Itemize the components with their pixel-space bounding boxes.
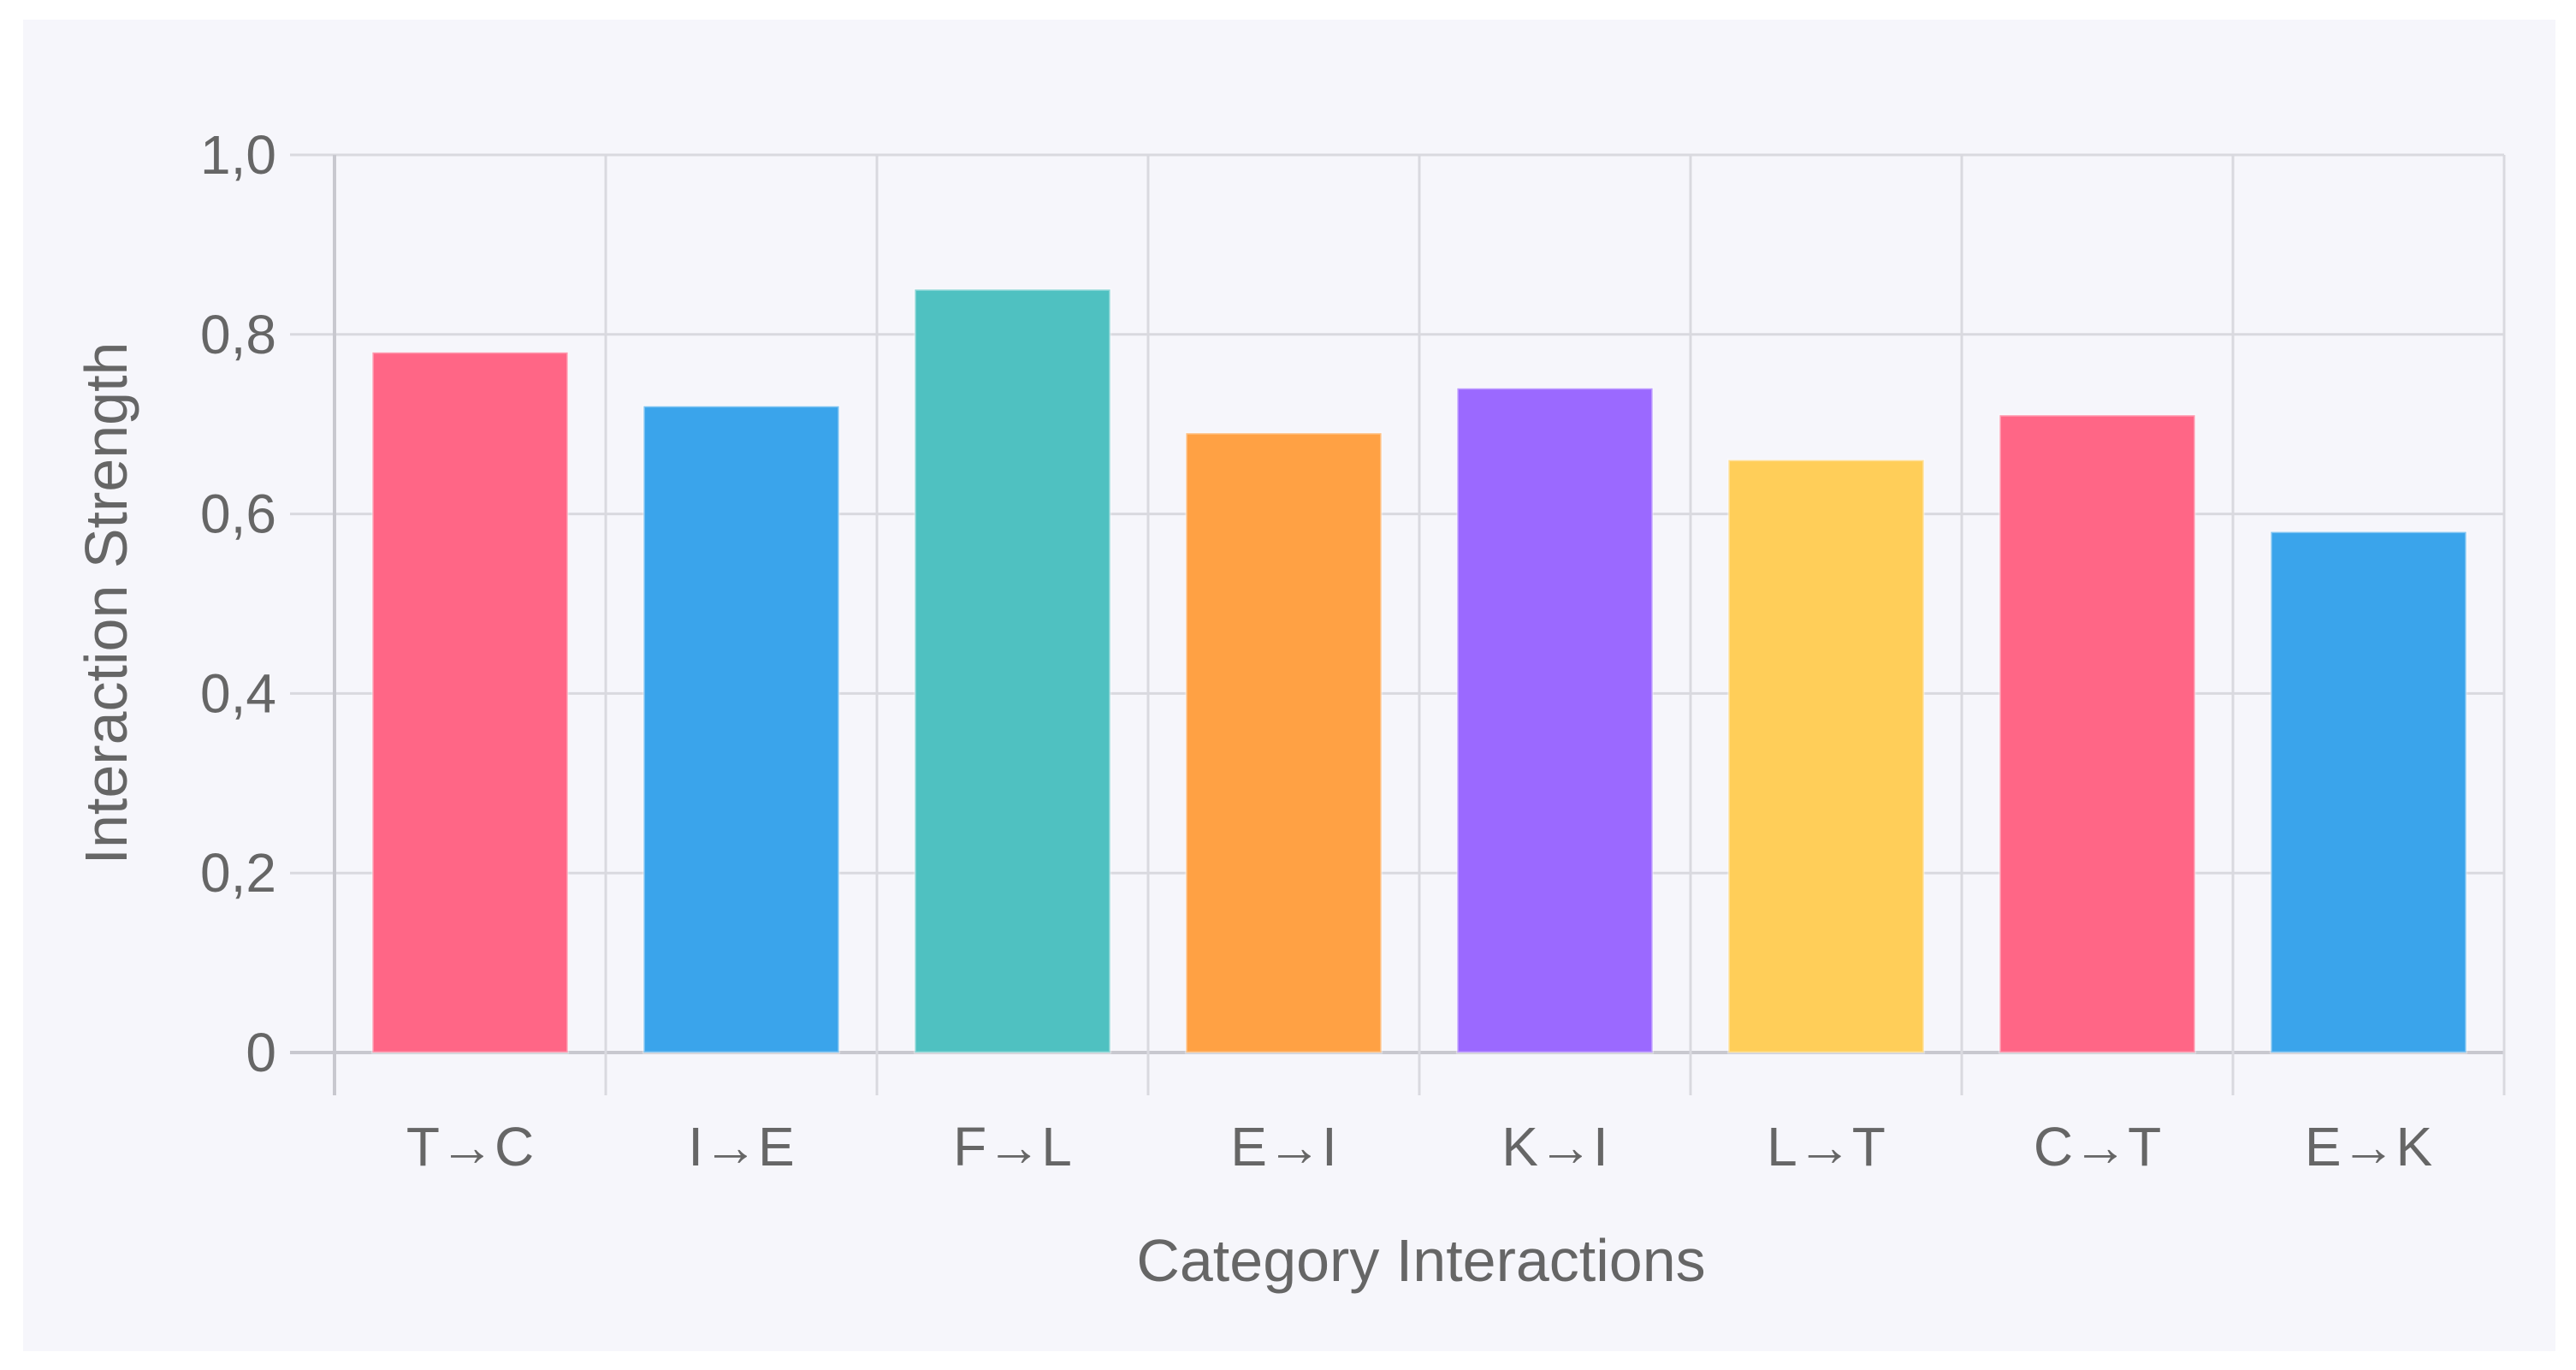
y-tick-label: 0,2 bbox=[200, 842, 276, 904]
x-tick-label: I→E bbox=[688, 1116, 794, 1177]
tick-labels: 0 0,2 0,4 0,6 0,8 1,0 T→C I→E F→L E→I K→I L→T C→T E→K bbox=[200, 124, 2432, 1177]
bar[interactable] bbox=[2269, 531, 2468, 1054]
y-tick-label: 0,6 bbox=[200, 483, 276, 545]
bar[interactable] bbox=[642, 405, 841, 1054]
bar[interactable] bbox=[1184, 431, 1383, 1054]
bar[interactable] bbox=[1455, 387, 1655, 1054]
x-axis-title: Category Interactions bbox=[1136, 1227, 1705, 1294]
bar[interactable] bbox=[913, 288, 1112, 1054]
x-tick-label: F→L bbox=[953, 1116, 1072, 1177]
bars bbox=[370, 288, 2468, 1054]
bar[interactable] bbox=[1998, 413, 2197, 1054]
bar[interactable] bbox=[1726, 459, 1926, 1054]
x-tick-label: K→I bbox=[1501, 1116, 1608, 1177]
y-axis-title: Interaction Strength bbox=[73, 342, 139, 865]
bar[interactable] bbox=[370, 351, 570, 1054]
x-tick-label: L→T bbox=[1767, 1116, 1886, 1177]
x-tick-label: E→K bbox=[2305, 1116, 2432, 1177]
x-tick-label: C→T bbox=[2034, 1116, 2161, 1177]
y-tick-label: 1,0 bbox=[200, 124, 276, 186]
x-tick-label: E→I bbox=[1230, 1116, 1336, 1177]
y-tick-label: 0,4 bbox=[200, 662, 276, 724]
x-tick-label: T→C bbox=[406, 1116, 534, 1177]
y-tick-label: 0,8 bbox=[200, 304, 276, 365]
y-tick-label: 0 bbox=[246, 1022, 276, 1083]
